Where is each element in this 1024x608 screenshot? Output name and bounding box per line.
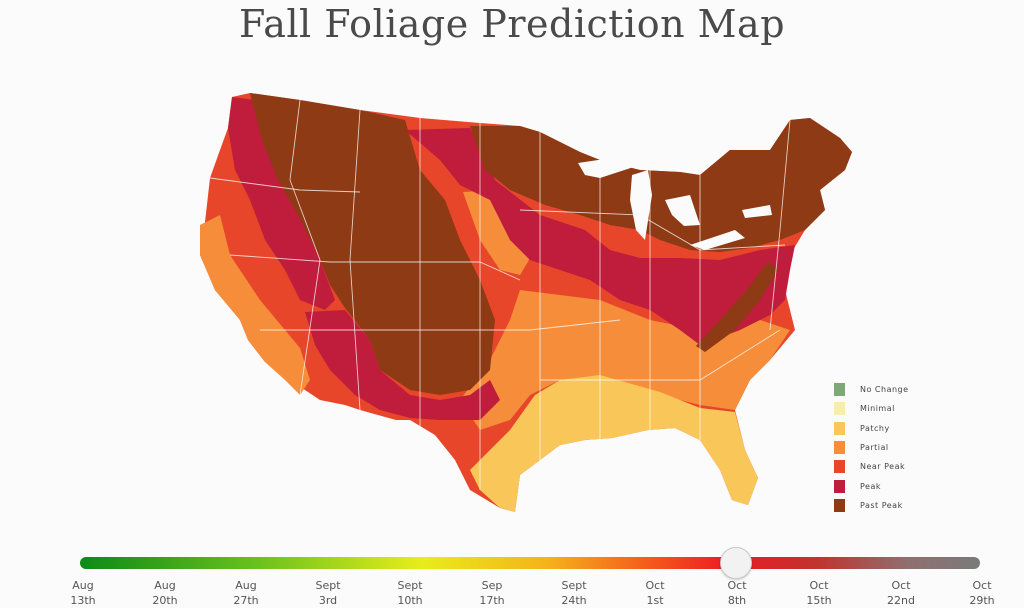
timeline-tick: Oct 15th <box>784 578 854 608</box>
tick-month: Sept <box>561 579 587 592</box>
timeline-tick: Oct 8th <box>702 578 772 608</box>
tick-day: 3rd <box>318 594 338 607</box>
timeline-tick: Sept 3rd <box>293 578 363 608</box>
tick-day: 27th <box>233 594 259 607</box>
legend-item-minimal: Minimal <box>834 399 909 418</box>
legend-swatch <box>834 441 845 455</box>
legend-item-patchy: Patchy <box>834 419 909 438</box>
map-title: Fall Foliage Prediction Map <box>238 2 786 46</box>
tick-month: Oct <box>645 579 665 592</box>
tick-day: 22nd <box>887 594 915 607</box>
tick-day: 29th <box>969 594 995 607</box>
tick-month: Oct <box>727 579 747 592</box>
legend-item-past-peak: Past Peak <box>834 496 909 515</box>
timeline-tick: Oct 29th <box>947 578 1017 608</box>
timeline-tick: Sep 17th <box>457 578 527 608</box>
region-patchy <box>470 375 758 512</box>
legend-label: No Change <box>860 385 909 395</box>
region-partial-south <box>460 290 790 430</box>
timeline-tick: Oct 1st <box>620 578 690 608</box>
legend-item-no-change: No Change <box>834 380 909 399</box>
legend-swatch <box>834 460 845 474</box>
timeline-tick: Aug 20th <box>130 578 200 608</box>
tick-month: Aug <box>235 579 257 592</box>
tick-month: Oct <box>809 579 829 592</box>
tick-day: 1st <box>646 594 664 607</box>
tick-month: Sept <box>315 579 341 592</box>
region-peak-northwest <box>228 97 335 310</box>
tick-day: 17th <box>479 594 505 607</box>
tick-day: 13th <box>70 594 96 607</box>
tick-day: 15th <box>806 594 832 607</box>
date-slider-track[interactable] <box>80 557 980 569</box>
legend-label: Partial <box>860 443 889 453</box>
tick-month: Oct <box>972 579 992 592</box>
tick-day: 10th <box>397 594 423 607</box>
legend-item-partial: Partial <box>834 438 909 457</box>
timeline-tick: Aug 27th <box>211 578 281 608</box>
tick-month: Sept <box>397 579 423 592</box>
map-legend: No Change Minimal Patchy Partial Near Pe… <box>834 380 909 515</box>
region-past-peak-west <box>250 93 495 395</box>
us-foliage-map <box>200 93 852 512</box>
legend-swatch <box>834 479 845 493</box>
legend-swatch <box>834 383 845 397</box>
legend-swatch <box>834 402 845 416</box>
tick-month: Aug <box>154 579 176 592</box>
legend-item-peak: Peak <box>834 476 909 495</box>
tick-month: Oct <box>891 579 911 592</box>
region-past-peak-appalachia <box>696 262 778 352</box>
legend-swatch <box>834 498 845 512</box>
tick-month: Aug <box>72 579 94 592</box>
tick-day: 8th <box>727 594 747 607</box>
timeline-tick: Sept 24th <box>539 578 609 608</box>
tick-month: Sep <box>481 579 503 592</box>
region-peak-southwest <box>305 310 500 420</box>
legend-label: Patchy <box>860 423 890 433</box>
timeline-tick: Sept 10th <box>375 578 445 608</box>
legend-label: Peak <box>860 481 881 491</box>
region-peak-north <box>405 128 795 345</box>
legend-swatch <box>834 421 845 435</box>
great-lakes <box>578 156 772 250</box>
tick-day: 24th <box>561 594 587 607</box>
legend-label: Near Peak <box>860 462 906 472</box>
timeline-tick: Oct 22nd <box>866 578 936 608</box>
date-slider-handle[interactable] <box>720 547 752 579</box>
tick-day: 20th <box>152 594 178 607</box>
region-partial-west <box>200 215 310 395</box>
region-past-peak-north <box>470 118 852 252</box>
legend-label: Past Peak <box>860 500 903 510</box>
legend-item-near-peak: Near Peak <box>834 457 909 476</box>
legend-label: Minimal <box>860 404 895 414</box>
timeline-tick: Aug 13th <box>48 578 118 608</box>
state-borders <box>209 99 791 490</box>
